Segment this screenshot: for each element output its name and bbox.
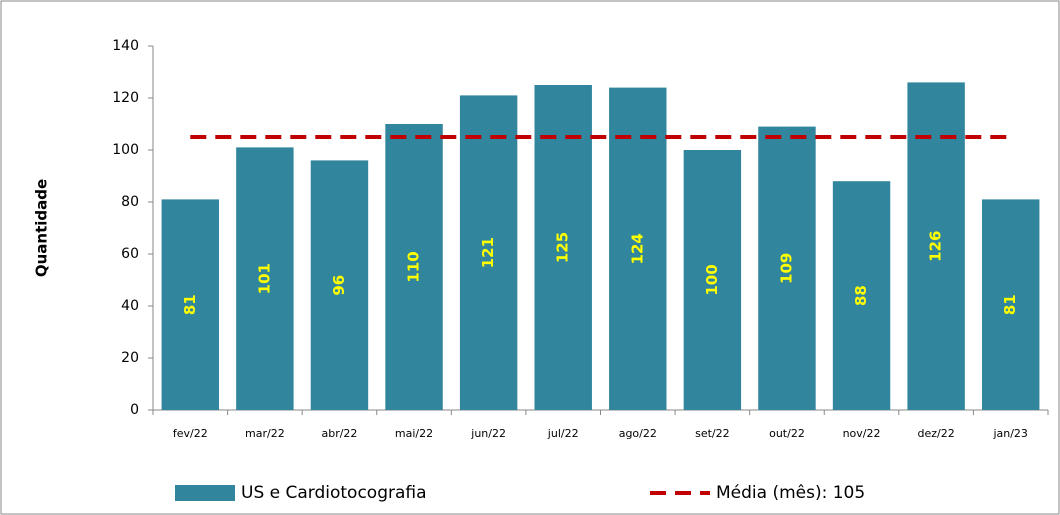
y-tick-label: 20 <box>121 350 139 366</box>
value-label: 96 <box>330 275 348 296</box>
bar <box>609 87 667 410</box>
value-label: 101 <box>255 263 273 294</box>
value-label: 126 <box>927 231 945 262</box>
x-tick-label: jan/23 <box>992 427 1027 440</box>
y-tick-label: 40 <box>121 298 139 314</box>
y-tick-label: 120 <box>112 90 139 106</box>
bar <box>236 147 294 410</box>
bar <box>534 85 592 410</box>
value-label: 110 <box>405 251 423 282</box>
bar <box>310 160 369 410</box>
value-label: 88 <box>852 285 870 306</box>
bar <box>683 150 742 410</box>
x-tick-label: fev/22 <box>173 427 208 440</box>
y-tick-label: 140 <box>112 38 139 54</box>
y-axis-label: Quantidade <box>33 179 51 277</box>
value-label: 124 <box>628 233 646 264</box>
x-tick-label: jul/22 <box>547 427 579 440</box>
y-tick-label: 100 <box>112 142 139 158</box>
legend-label: Média (mês): 105 <box>716 483 865 503</box>
value-label: 81 <box>1001 294 1019 315</box>
bar <box>161 199 220 410</box>
bar <box>981 199 1040 410</box>
x-tick-label: out/22 <box>769 427 805 440</box>
y-tick-label: 80 <box>121 194 139 210</box>
y-tick-label: 60 <box>121 246 139 262</box>
bar <box>758 126 816 410</box>
x-tick-label: nov/22 <box>843 427 881 440</box>
bar <box>385 124 443 410</box>
x-tick-label: jun/22 <box>470 427 506 440</box>
x-tick-label: mar/22 <box>245 427 285 440</box>
value-label: 121 <box>479 237 497 268</box>
value-label: 109 <box>777 253 795 284</box>
legend-swatch <box>175 485 235 501</box>
legend-label: US e Cardiotocografia <box>241 483 427 503</box>
bar <box>459 95 518 411</box>
x-tick-label: ago/22 <box>619 427 657 440</box>
x-tick-label: dez/22 <box>918 427 955 440</box>
value-label: 81 <box>181 294 199 315</box>
y-tick-label: 0 <box>130 402 139 418</box>
value-label: 125 <box>554 232 572 263</box>
bar <box>832 181 891 410</box>
x-tick-label: set/22 <box>695 427 730 440</box>
value-label: 100 <box>703 264 721 295</box>
x-tick-label: abr/22 <box>321 427 357 440</box>
x-tick-label: mai/22 <box>395 427 433 440</box>
